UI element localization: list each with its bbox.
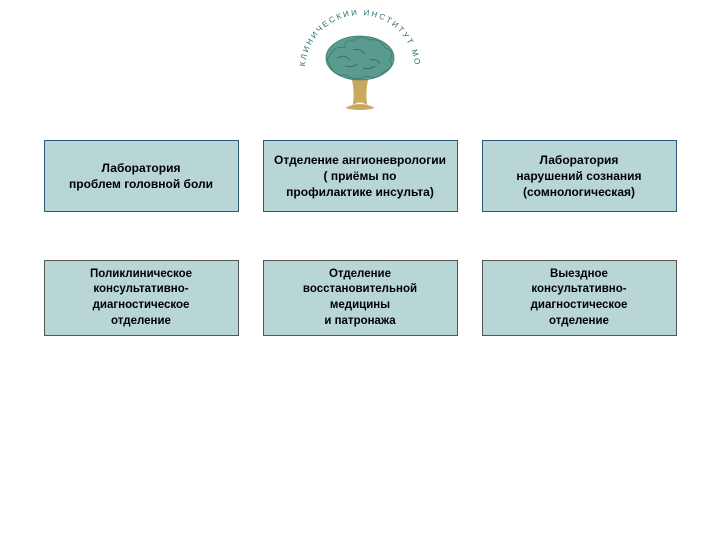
dept-label: Поликлиническоеконсультативно-диагностич… bbox=[90, 267, 192, 329]
dept-label: Выездноеконсультативно-диагностическоеот… bbox=[531, 267, 628, 329]
departments-row-2: Поликлиническоеконсультативно-диагностич… bbox=[0, 260, 720, 336]
dept-label: Лабораторияпроблем головной боли bbox=[69, 160, 213, 192]
institute-logo: КЛИНИЧЕСКИЙ ИНСТИТУТ МОЗГА bbox=[290, 10, 430, 120]
dept-box-polyclinic: Поликлиническоеконсультативно-диагностич… bbox=[44, 260, 239, 336]
brain-canopy-icon bbox=[326, 36, 394, 80]
dept-box-consciousness-lab: Лабораториянарушений сознания(сомнологич… bbox=[482, 140, 677, 212]
dept-label: Отделение ангионеврологии( приёмы попроф… bbox=[274, 152, 446, 201]
dept-label: Лабораториянарушений сознания(сомнологич… bbox=[516, 152, 641, 201]
dept-box-rehab-medicine: Отделениевосстановительноймедициныи патр… bbox=[263, 260, 458, 336]
dept-box-angioneurology: Отделение ангионеврологии( приёмы попроф… bbox=[263, 140, 458, 212]
brain-tree-icon: КЛИНИЧЕСКИЙ ИНСТИТУТ МОЗГА bbox=[295, 10, 425, 120]
dept-box-mobile-diagnostic: Выездноеконсультативно-диагностическоеот… bbox=[482, 260, 677, 336]
dept-label: Отделениевосстановительноймедициныи патр… bbox=[303, 267, 417, 329]
dept-box-headache-lab: Лабораторияпроблем головной боли bbox=[44, 140, 239, 212]
departments-row-1: Лабораторияпроблем головной боли Отделен… bbox=[0, 140, 720, 212]
